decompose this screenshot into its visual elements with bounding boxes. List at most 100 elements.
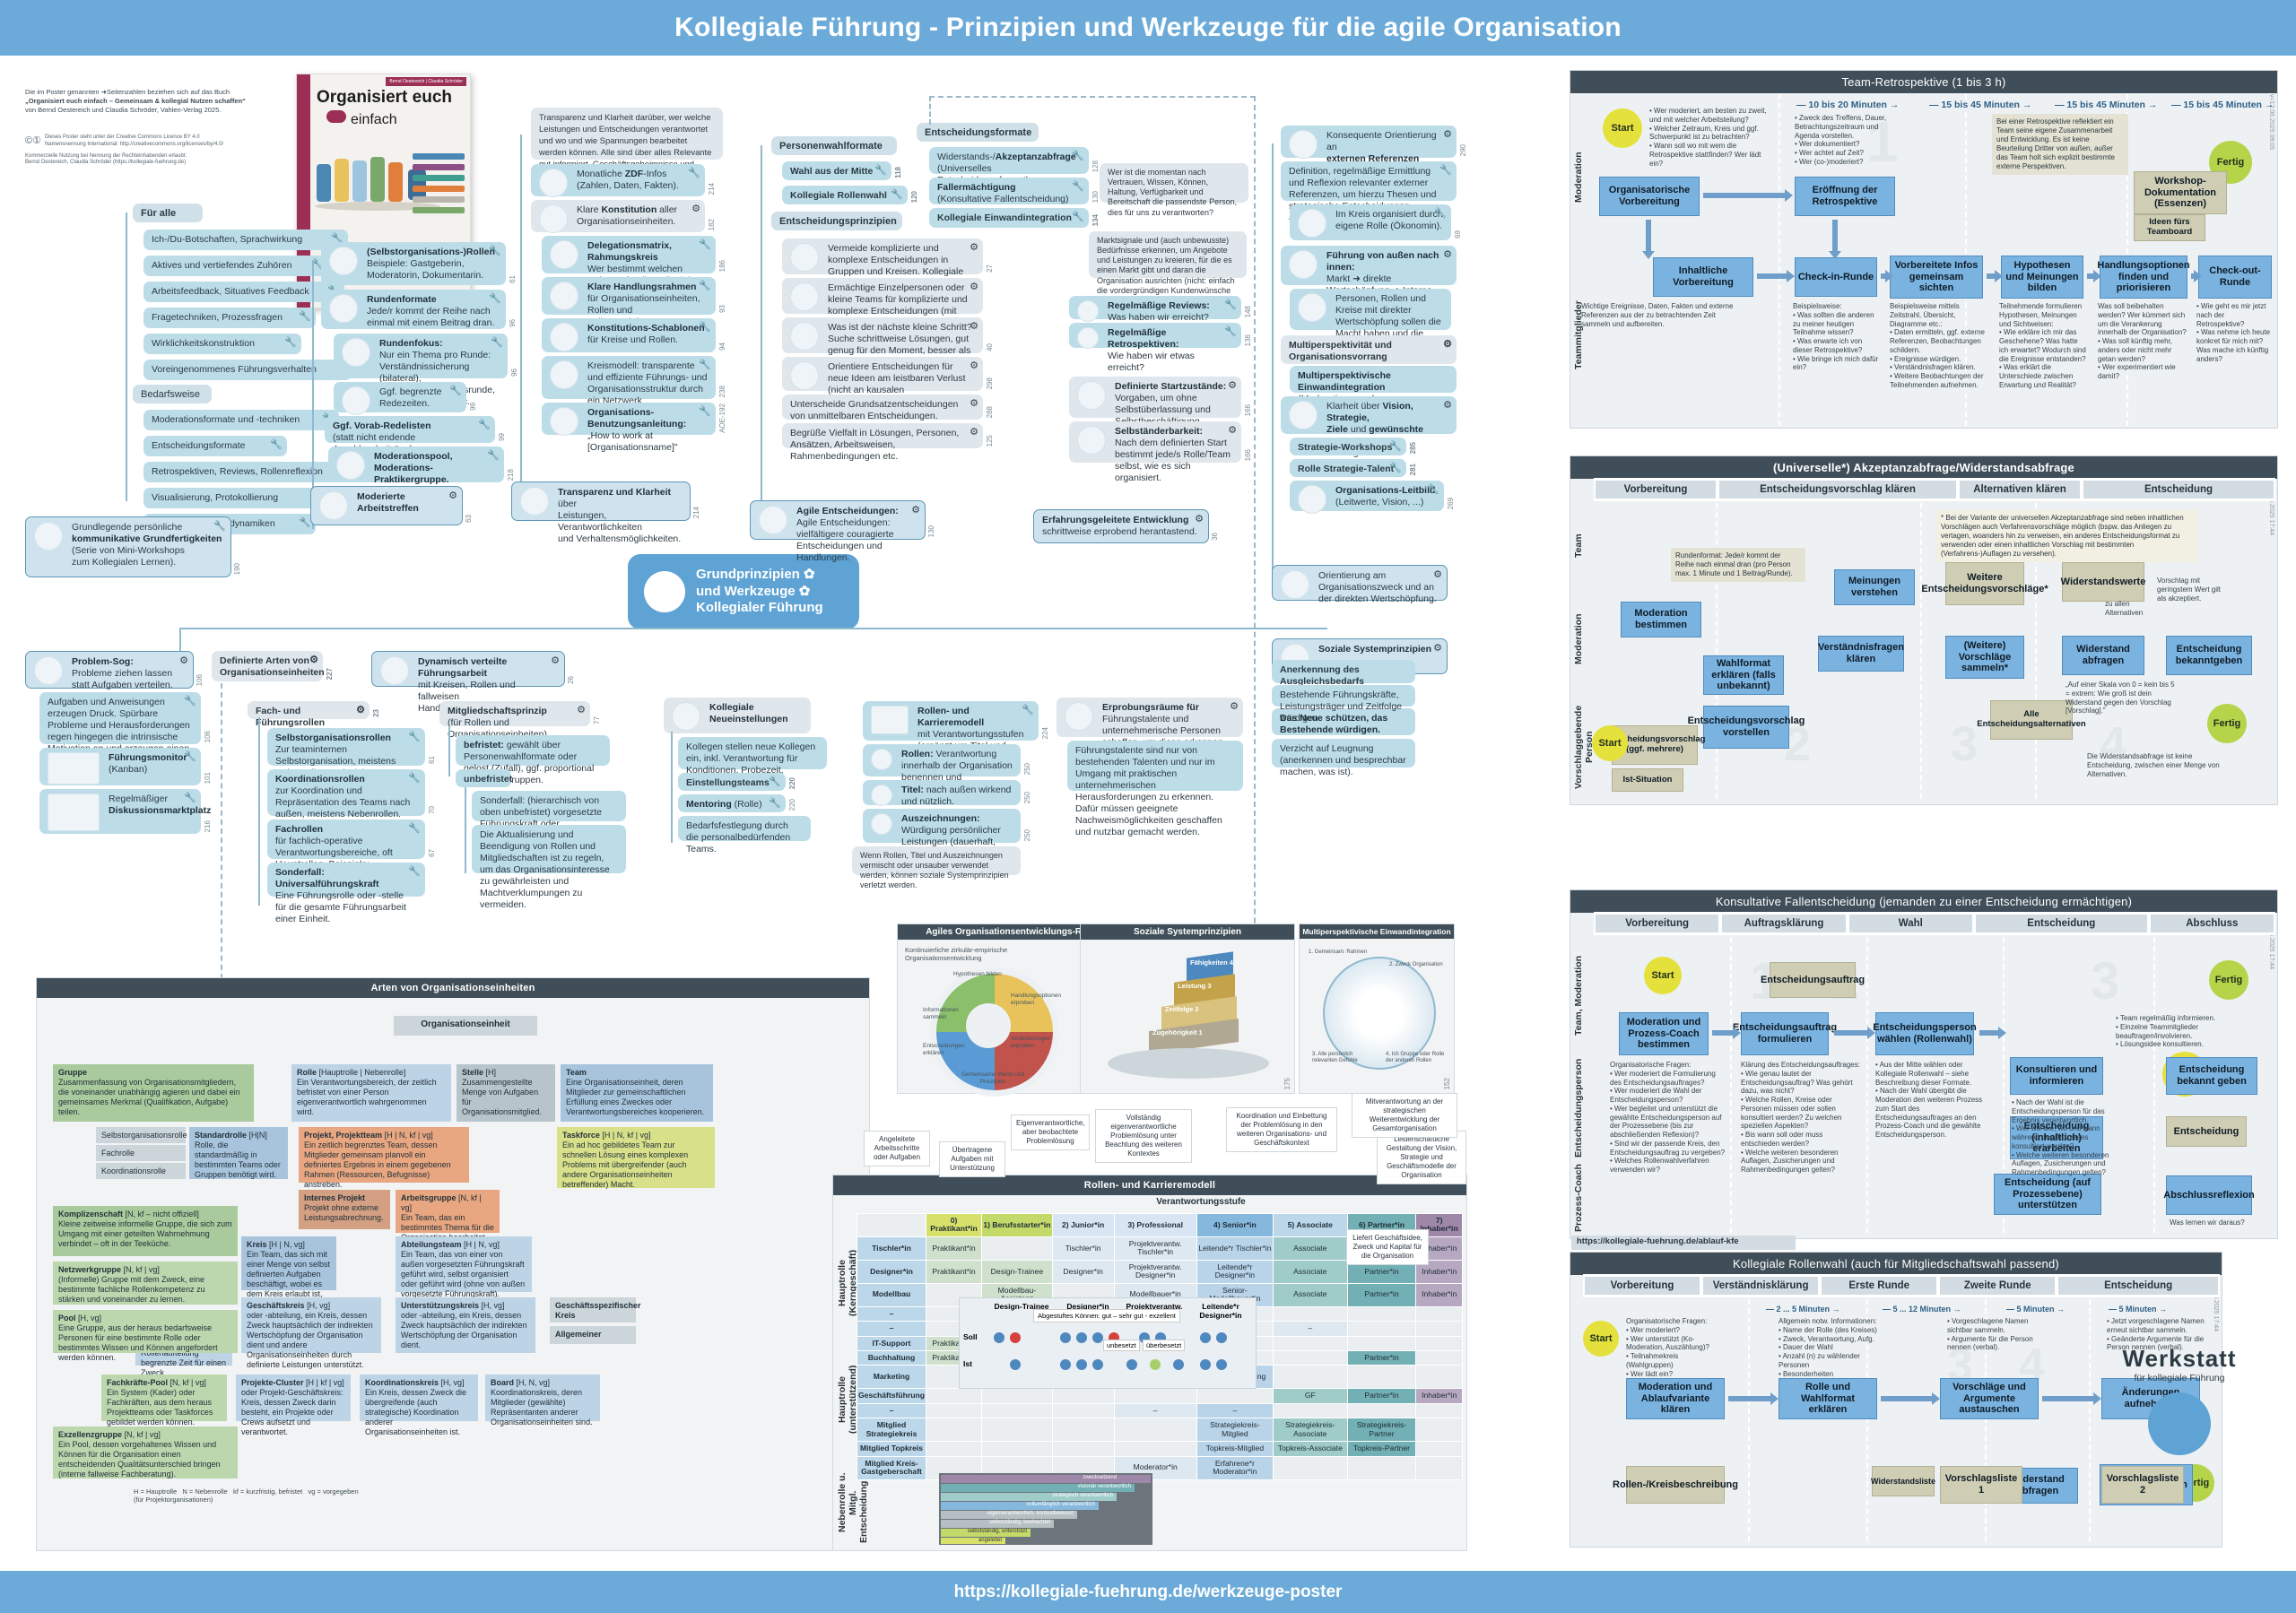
card-kreismodell[interactable]: Kreismodell: transparente und effiziente… bbox=[542, 356, 726, 429]
process-box-1[interactable]: Rolle und Wahlformat erklären bbox=[1779, 1378, 1877, 1419]
card-konstitutions-schablonen[interactable]: Konstitutions-Schablonen für Kreise und R… bbox=[542, 318, 726, 352]
taxonomy-box-koordinationskreis[interactable]: Koordinationskreis [H, vg] Ein Kreis, des… bbox=[360, 1375, 478, 1436]
card-definierte-arten[interactable]: Definierte Arten von Organisationseinhei… bbox=[212, 651, 334, 681]
card-moderierte-arbeitstreffen[interactable]: Moderierte Arbeitstreffen ⚙ 63 bbox=[310, 486, 473, 525]
card-fuehrungsmonitor[interactable]: Führungsmonitor (Kanban) 🔧 101 bbox=[39, 748, 212, 785]
card-ermaechtige-einzelpersonen[interactable]: Ermächtige Einzelpersonen oder kleine Te… bbox=[782, 278, 983, 328]
card-rundenfokus[interactable]: Rundenfokus: Nur ein Thema pro Runde: Ver… bbox=[334, 334, 518, 407]
card-multiperspektivische-einwandintegration[interactable]: Multiperspektivische Einwandintegration(… bbox=[1290, 366, 1457, 416]
list-item[interactable]: Wirklichkeitskonstruktion 🔧 bbox=[144, 334, 301, 354]
taxonomy-box-geschaeftsspezifisch[interactable]: Geschäftsspezifischer Kreis bbox=[550, 1297, 641, 1322]
taxonomy-box-projekt[interactable]: Projekt, Projektteam [H | N, kf | vg] Ein… bbox=[299, 1127, 469, 1189]
card-erprobungsraeume[interactable]: Erprobungsräume für Führungstalente und … bbox=[1057, 698, 1243, 759]
list-item[interactable]: Entscheidungsformate 🔧 bbox=[144, 436, 287, 456]
card-grundfertigkeiten[interactable]: Grundlegende persönliche kommunikative G… bbox=[25, 516, 241, 577]
process-box-2[interactable]: Entscheidungsvorschlag vorstellen bbox=[1688, 706, 1805, 749]
card-grundsatzentscheidungen[interactable]: Unterscheide Grundsatzentscheidungen von… bbox=[782, 395, 994, 421]
process-box-3[interactable]: Konsultieren und informieren bbox=[2010, 1057, 2103, 1095]
taxonomy-box-geschaeftskreis[interactable]: Geschäftskreis [H, vg] oder -abteilung, e… bbox=[241, 1297, 381, 1369]
process-box-4[interactable]: Entscheidung (inhaltlich) erarbeiten bbox=[2010, 1116, 2103, 1159]
panel-url-ribbon[interactable]: https://kollegiale-fuehrung.de/ablauf-kf… bbox=[1571, 1236, 1796, 1250]
taxonomy-box-kreis[interactable]: Kreis [H | N, vg] Ein Team, das sich mit … bbox=[241, 1236, 336, 1318]
card-akzeptanzabfrage[interactable]: Widerstands-/Akzeptanzabfrage (Universell… bbox=[929, 147, 1100, 186]
card-definition-referenzen[interactable]: Definition, regelmäßige Ermittlung und R… bbox=[1281, 161, 1457, 223]
process-box-5[interactable]: Vorbereitete Infos gemeinsam sichten bbox=[1890, 256, 1983, 299]
card-agile-entscheidungen[interactable]: Agile Entscheidungen: Agile Entscheidunge… bbox=[750, 500, 935, 563]
card-rollen-karrieremodell[interactable]: Rollen- und Karrieremodell mit Verantwort… bbox=[863, 701, 1049, 763]
card-einstellungsteams[interactable]: Einstellungsteams 🔧 220 bbox=[678, 773, 796, 791]
card-unbefristet[interactable]: unbefristet bbox=[456, 769, 512, 787]
process-box-0[interactable]: Moderation und Ablaufvariante klären bbox=[1626, 1378, 1725, 1419]
card-fallermaechtigung[interactable]: Fallermächtigung (Konsultative Fallentsch… bbox=[929, 178, 1100, 204]
card-externe-referenzen[interactable]: Konsequente Orientierung an externen Refe… bbox=[1281, 126, 1467, 164]
process-box-5[interactable]: Entscheidung (auf Prozessebene) unterstü… bbox=[1994, 1174, 2101, 1215]
card-fuehrungstalente[interactable]: Führungstalente sind nur von bestehenden… bbox=[1067, 741, 1243, 837]
process-box-7[interactable]: Handlungsoptionen finden und priorisiere… bbox=[2097, 256, 2190, 299]
process-box-2[interactable]: Workshop-Dokumentation (Essenzen) bbox=[2134, 171, 2227, 214]
card-startzustaende[interactable]: Definierte Startzustände: Vorgaben, um oh… bbox=[1069, 377, 1252, 438]
card-selbstorganisationsrollen-2[interactable]: Selbstorganisationsrollen Zur teaminterne… bbox=[267, 728, 436, 790]
taxonomy-box-komplizenschaft[interactable]: Komplizenschaft [N, kf – nicht offiziell… bbox=[53, 1206, 238, 1256]
card-aktualisierung-beendigung[interactable]: Die Aktualisierung und Beendigung von Ro… bbox=[472, 825, 626, 910]
process-box-6[interactable]: Hypothesen und Meinungen bilden bbox=[2001, 256, 2083, 299]
taxonomy-box-projekte-cluster[interactable]: Projekte-Cluster [H | kf | vg] oder Proje… bbox=[236, 1375, 351, 1436]
card-delegationsmatrix[interactable]: Delegationsmatrix, Rahmungskreis Wer best… bbox=[542, 236, 726, 298]
card-rundenformate[interactable]: Rundenformate Jede/r kommt der Reihe nach… bbox=[321, 290, 517, 329]
card-kollegiale-neueinstellungen[interactable]: Kollegiale Neueinstellungen bbox=[664, 698, 811, 733]
list-item[interactable]: Aktives und vertiefendes Zuhören 🔧 bbox=[144, 256, 328, 276]
card-regelmaessige-reviews[interactable]: Regelmäßige Reviews: Was haben wir erreic… bbox=[1069, 296, 1252, 323]
process-box-11[interactable]: Widerstandswerte bbox=[2061, 562, 2145, 602]
card-selbstaenderbarkeit[interactable]: Selbständerbarkeit: Nach dem definierten … bbox=[1069, 421, 1252, 483]
process-box-7[interactable]: Widerstand abfragen bbox=[2062, 636, 2144, 675]
card-sonderfall-vorgesetzt[interactable]: Sonderfall: (hierarchisch von oben unbef… bbox=[472, 791, 626, 841]
card-universalfuehrungskraft[interactable]: Sonderfall: Universalführungskraft Eine F… bbox=[267, 863, 425, 924]
card-problem-sog[interactable]: Problem-Sog: Probleme ziehen lassen statt… bbox=[25, 651, 204, 690]
card-selbstorganisationsrollen[interactable]: (Selbstorganisations-)Rollen Beispiele: G… bbox=[321, 242, 517, 285]
card-titel[interactable]: Titel: nach außen wirkend und nützlich. … bbox=[863, 780, 1031, 807]
process-box-6[interactable]: Rollen-/Kreisbeschreibung bbox=[1613, 1466, 1738, 1504]
card-vielfalt[interactable]: Begrüße Vielfalt in Lösungen, Personen, … bbox=[782, 423, 994, 462]
taxonomy-box-exzellenzgruppe[interactable]: Exzellenzgruppe [N, kf | vg] Ein Pool, de… bbox=[53, 1427, 238, 1479]
card-auszeichnungen[interactable]: Auszeichnungen: Würdigung persönlicher L… bbox=[863, 809, 1031, 859]
card-vorab-redelisten[interactable]: Ggf. Vorab-Redelisten (statt nicht endend… bbox=[325, 416, 506, 455]
card-transparenz-klarheit[interactable]: Transparenz und Klarheit über Leistungen,… bbox=[511, 481, 700, 544]
card-oekonomin-rolle[interactable]: Im Kreis organisiert durch eigene Rolle … bbox=[1290, 204, 1462, 240]
process-box-3[interactable]: Inhaltliche Vorbereitung bbox=[1653, 257, 1753, 297]
process-box-4[interactable]: Verständnisfragen klären bbox=[1818, 636, 1904, 672]
taxonomy-box-selbstorganisationsrolle[interactable]: Selbstorganisationsrolle bbox=[96, 1127, 187, 1143]
card-kollegen-stellen-ein[interactable]: Kollegen stellen neue Kollegen ein, inkl… bbox=[678, 737, 827, 787]
card-organisations-leitbild[interactable]: Organisations-Leitbild (Leitwerte, Vision… bbox=[1290, 481, 1455, 514]
card-vision-strategie[interactable]: Klarheit über Vision, Strategie, Ziele un… bbox=[1281, 396, 1457, 458]
card-erfahrungsgeleitete-entwicklung[interactable]: Erfahrungsgeleitete Entwicklung schrittwe… bbox=[1033, 509, 1219, 543]
card-bedarfsfestlegung[interactable]: Bedarfsfestlegung durch die personalbedü… bbox=[678, 816, 811, 854]
card-diskussionsmarktplatz[interactable]: Regelmäßiger Diskussionsmarktplatz 🔧 216 bbox=[39, 789, 212, 834]
process-box-8[interactable]: Abschlussreflexion bbox=[2163, 1175, 2255, 1215]
process-box-1[interactable]: Eröffnung der Retrospektive bbox=[1795, 177, 1895, 216]
start-node[interactable]: Start bbox=[1592, 725, 1628, 761]
taxonomy-box-koordinationsrolle[interactable]: Koordinationsrolle bbox=[96, 1163, 186, 1179]
process-box-2[interactable]: Vorschläge und Argumente austauschen bbox=[1940, 1378, 2039, 1419]
process-box-0[interactable]: Organisatorische Vorbereitung bbox=[1599, 177, 1700, 216]
footer-url[interactable]: https://kollegiale-fuehrung.de/werkzeuge… bbox=[953, 1582, 1343, 1601]
process-box-7[interactable]: Vorschlagsliste 1 bbox=[1940, 1466, 2022, 1504]
card-fuehrung-aussen-innen[interactable]: Führung von außen nach innen: Markt ➜ dir… bbox=[1281, 246, 1457, 319]
card-zdf-infos[interactable]: Monatliche ZDF-Infos (Zahlen, Daten, Fakt… bbox=[531, 164, 716, 197]
start-node[interactable]: Start bbox=[1644, 957, 1682, 994]
list-item[interactable]: Arbeitsfeedback, Situatives Feedback🔧 bbox=[144, 282, 344, 302]
list-item-wahl-aus-der-mitte[interactable]: Wahl aus der Mitte 🔧 118 bbox=[782, 161, 902, 180]
card-redezeiten[interactable]: Ggf. begrenzte Redezeiten. 🔧 99 bbox=[334, 382, 477, 415]
card-mentoring[interactable]: Mentoring (Rolle) 🔧 220 bbox=[678, 794, 796, 812]
end-node[interactable]: Fertig bbox=[2209, 960, 2248, 1000]
taxonomy-box-pool[interactable]: Pool [H, vg] Eine Gruppe, aus der heraus … bbox=[53, 1310, 238, 1362]
process-box-9[interactable]: Entscheidungsauftrag bbox=[1761, 962, 1865, 998]
taxonomy-box-unterstuetzungskreis[interactable]: Unterstützungskreis [H, vg] oder -abteilu… bbox=[396, 1297, 535, 1353]
card-strategie-workshops[interactable]: Strategie-Workshops 🔧 285 bbox=[1290, 438, 1417, 455]
taxonomy-box-standardrolle[interactable]: Standardrolle [H|N] Rolle, die standardmä… bbox=[189, 1127, 288, 1179]
card-fuehrungskraefte-wuerdigen[interactable]: Bestehende Führungskräfte, Leistungsträg… bbox=[1272, 685, 1415, 724]
process-box-6[interactable]: (Weitere) Vorschläge sammeln* bbox=[1945, 636, 2024, 679]
process-box-8[interactable]: Check-out-Runde bbox=[2198, 256, 2272, 299]
process-box-4[interactable]: Check-in-Runde bbox=[1795, 257, 1877, 297]
taxonomy-box-stelle[interactable]: Stelle [H] Zusammengestellte Menge von Au… bbox=[457, 1064, 555, 1122]
card-koordinationsrollen[interactable]: Koordinationsrollen zur Koordination und … bbox=[267, 769, 436, 843]
process-box-8[interactable]: Vorschlagsliste 2 bbox=[2101, 1466, 2184, 1504]
